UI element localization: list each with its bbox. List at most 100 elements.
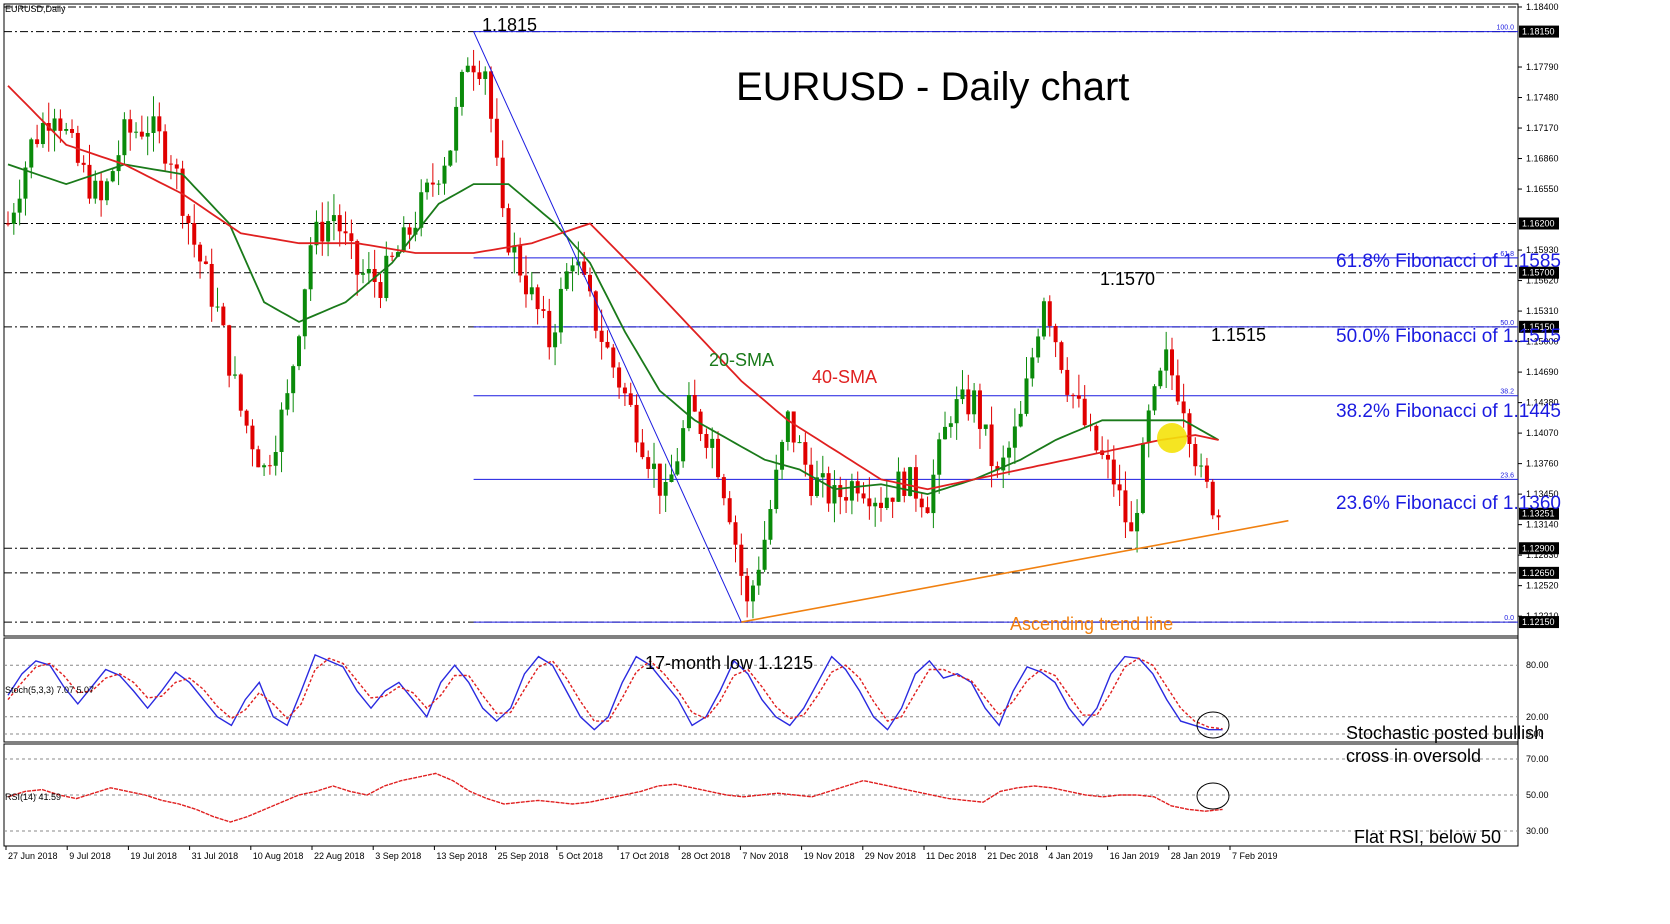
candle-body	[733, 522, 738, 545]
panel-frames	[3, 3, 1519, 847]
candle-body	[104, 181, 109, 201]
candle-body	[70, 129, 75, 133]
candle-body	[168, 163, 173, 165]
candle-body	[506, 208, 511, 253]
candle-body	[780, 441, 785, 470]
candle-body	[558, 288, 563, 333]
candle-body	[372, 268, 377, 283]
sma40-label: 40-SMA	[812, 367, 877, 387]
candle-body	[291, 366, 296, 394]
candle-body	[669, 474, 674, 483]
candle-body	[477, 72, 482, 79]
fib-pct-label-3: 38.2	[1500, 389, 1514, 396]
sma20-line	[7, 163, 1220, 496]
candle-body	[314, 221, 319, 246]
candle-body	[646, 457, 651, 469]
x-tick-label: 7 Nov 2018	[742, 851, 788, 861]
candle-body	[23, 167, 28, 199]
candle-body	[1036, 336, 1041, 358]
candle-body	[989, 424, 994, 467]
price-tick-label: 1.15620	[1526, 276, 1559, 286]
candle-body	[896, 471, 901, 502]
x-tick-label: 9 Jul 2018	[69, 851, 111, 861]
candle-body	[599, 330, 604, 342]
candle-body	[820, 473, 825, 478]
candle-body	[588, 274, 592, 292]
candle-body	[465, 65, 470, 72]
candle-body	[81, 162, 86, 165]
candle-body	[349, 233, 354, 242]
price-tag-label: 1.13251	[1522, 509, 1555, 519]
candle-body	[879, 502, 883, 509]
x-tick-label: 10 Aug 2018	[253, 851, 304, 861]
candle-body	[1082, 398, 1087, 426]
candle-body	[1065, 369, 1070, 395]
candle-body	[1216, 515, 1221, 518]
candle-body	[593, 291, 598, 331]
candle-body	[721, 477, 726, 499]
candle-body	[611, 347, 616, 368]
candle-body	[128, 119, 133, 133]
candle-body	[652, 463, 657, 469]
candle-body	[145, 132, 150, 137]
candle-body	[1187, 413, 1192, 445]
candle-body	[890, 497, 895, 502]
candle-body	[99, 180, 104, 201]
candle-body	[681, 428, 686, 462]
candle-body	[87, 164, 92, 199]
candle-body	[1140, 443, 1145, 513]
candles	[6, 49, 1221, 619]
candle-body	[791, 411, 796, 443]
candle-body	[250, 425, 255, 450]
candle-body	[622, 387, 627, 394]
candle-body	[547, 310, 552, 348]
candle-body	[523, 275, 528, 295]
candle-body	[518, 245, 523, 276]
candle-body	[285, 393, 290, 410]
candle-body	[151, 116, 156, 133]
candle-body	[1146, 410, 1151, 444]
candle-body	[1105, 454, 1110, 460]
candle-body	[262, 465, 267, 468]
candle-body	[867, 498, 872, 507]
candle-body	[1158, 370, 1163, 387]
candle-body	[529, 287, 534, 295]
candle-body	[908, 467, 913, 496]
x-tick-label: 19 Nov 2018	[804, 851, 855, 861]
candle-body	[35, 139, 40, 145]
peak1-label: 1.1570	[1100, 269, 1155, 289]
price-tick-label: 1.17480	[1526, 93, 1559, 103]
price-tick-label: 1.13450	[1526, 489, 1559, 499]
candle-body	[774, 469, 779, 510]
candle-body	[785, 411, 790, 442]
candle-body	[378, 282, 383, 298]
x-tick-label: 5 Oct 2018	[559, 851, 603, 861]
candle-body	[244, 410, 249, 426]
fib-pct-label-1: 61.8	[1500, 251, 1514, 258]
peak2-label: 1.1515	[1211, 325, 1266, 345]
candle-body	[849, 481, 854, 501]
stoch-label: Stoch(5,3,3) 7.07 5.07	[5, 685, 94, 695]
candle-body	[762, 539, 767, 570]
candle-body	[931, 474, 936, 514]
price-tag-label: 1.15150	[1522, 322, 1555, 332]
candle-body	[1007, 447, 1012, 458]
candle-body	[873, 502, 878, 507]
candle-body	[58, 118, 63, 131]
candle-body	[1129, 522, 1134, 532]
candle-body	[832, 485, 837, 504]
x-tick-label: 29 Nov 2018	[865, 851, 916, 861]
price-tag-label: 1.15700	[1522, 268, 1555, 278]
stoch-circle-marker	[1196, 711, 1230, 739]
trendline-label: Ascending trend line	[1010, 614, 1173, 634]
candle-body	[1071, 394, 1076, 396]
price-tick-label: 1.15000	[1526, 337, 1559, 347]
candle-body	[739, 544, 744, 576]
x-tick-label: 25 Sep 2018	[498, 851, 549, 861]
candle-body	[366, 268, 371, 274]
candle-body	[483, 71, 488, 79]
candle-body	[6, 223, 10, 225]
x-tick-label: 31 Jul 2018	[192, 851, 239, 861]
candle-body	[803, 442, 808, 465]
candle-body	[541, 309, 546, 311]
